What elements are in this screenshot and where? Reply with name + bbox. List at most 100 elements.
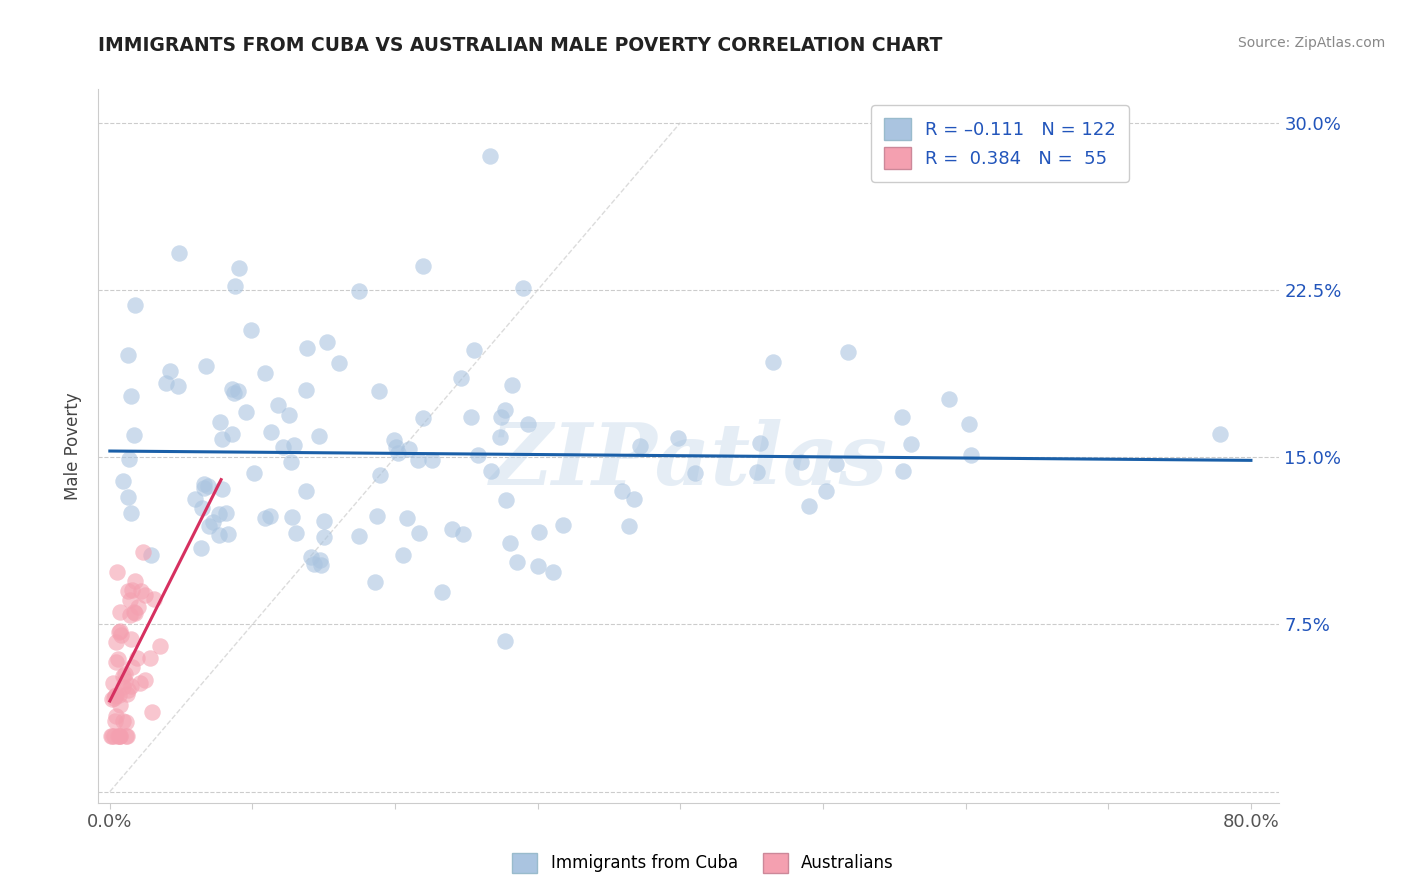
Point	[143, 592, 166, 607]
Point	[112, 714, 135, 728]
Point	[115, 687, 138, 701]
Point	[132, 545, 155, 559]
Point	[221, 382, 243, 396]
Point	[382, 434, 405, 448]
Point	[107, 652, 129, 666]
Point	[387, 446, 409, 460]
Point	[957, 417, 980, 432]
Point	[479, 149, 502, 163]
Point	[111, 474, 134, 488]
Point	[100, 692, 122, 706]
Point	[254, 367, 277, 381]
Point	[347, 284, 370, 298]
Point	[267, 398, 290, 412]
Point	[745, 465, 768, 479]
Point	[495, 493, 517, 508]
Point	[368, 468, 391, 483]
Point	[129, 583, 152, 598]
Point	[271, 441, 294, 455]
Point	[104, 655, 127, 669]
Point	[105, 565, 128, 579]
Point	[195, 359, 218, 373]
Text: Source: ZipAtlas.com: Source: ZipAtlas.com	[1237, 36, 1385, 50]
Point	[1209, 427, 1232, 442]
Point	[121, 660, 143, 674]
Point	[112, 669, 135, 683]
Point	[222, 385, 245, 400]
Point	[285, 526, 308, 541]
Point	[184, 491, 207, 506]
Point	[368, 384, 391, 398]
Point	[396, 511, 419, 525]
Point	[516, 417, 538, 432]
Point	[104, 714, 127, 728]
Point	[127, 599, 149, 614]
Point	[193, 481, 215, 495]
Point	[114, 674, 136, 689]
Point	[408, 526, 430, 541]
Point	[683, 466, 706, 480]
Point	[104, 690, 127, 704]
Point	[105, 709, 128, 723]
Point	[440, 522, 463, 536]
Point	[120, 632, 142, 646]
Point	[117, 490, 139, 504]
Point	[120, 507, 142, 521]
Point	[797, 499, 820, 513]
Point	[541, 565, 564, 579]
Point	[959, 448, 981, 462]
Point	[501, 377, 523, 392]
Point	[494, 403, 516, 417]
Point	[406, 453, 429, 467]
Point	[134, 588, 156, 602]
Point	[197, 519, 219, 533]
Point	[938, 392, 960, 406]
Point	[228, 260, 250, 275]
Point	[224, 278, 246, 293]
Point	[463, 343, 485, 358]
Point	[762, 354, 785, 368]
Point	[283, 438, 305, 452]
Point	[494, 634, 516, 648]
Point	[124, 605, 146, 619]
Point	[505, 556, 527, 570]
Point	[124, 606, 146, 620]
Point	[208, 507, 231, 521]
Point	[312, 530, 335, 544]
Point	[243, 466, 266, 480]
Point	[527, 558, 550, 573]
Point	[159, 364, 181, 378]
Point	[385, 440, 408, 454]
Legend: R = –0.111   N = 122, R =  0.384   N =  55: R = –0.111 N = 122, R = 0.384 N = 55	[872, 105, 1129, 182]
Point	[134, 673, 156, 688]
Point	[112, 680, 135, 694]
Point	[104, 634, 127, 648]
Point	[108, 729, 131, 743]
Point	[309, 553, 332, 567]
Point	[239, 323, 262, 337]
Point	[108, 605, 131, 619]
Point	[197, 479, 219, 493]
Point	[118, 593, 141, 607]
Point	[103, 729, 125, 743]
Point	[628, 439, 651, 453]
Text: ZIPatlas: ZIPatlas	[489, 418, 889, 502]
Point	[114, 667, 136, 681]
Point	[115, 729, 138, 743]
Point	[304, 558, 326, 572]
Point	[312, 514, 335, 528]
Point	[208, 415, 231, 429]
Point	[127, 650, 149, 665]
Point	[190, 541, 212, 555]
Point	[489, 410, 512, 425]
Point	[467, 448, 489, 462]
Point	[221, 427, 243, 442]
Point	[666, 431, 689, 445]
Point	[814, 483, 837, 498]
Point	[295, 383, 318, 397]
Point	[315, 335, 337, 350]
Point	[108, 698, 131, 713]
Point	[420, 453, 443, 467]
Point	[479, 465, 502, 479]
Point	[489, 430, 512, 444]
